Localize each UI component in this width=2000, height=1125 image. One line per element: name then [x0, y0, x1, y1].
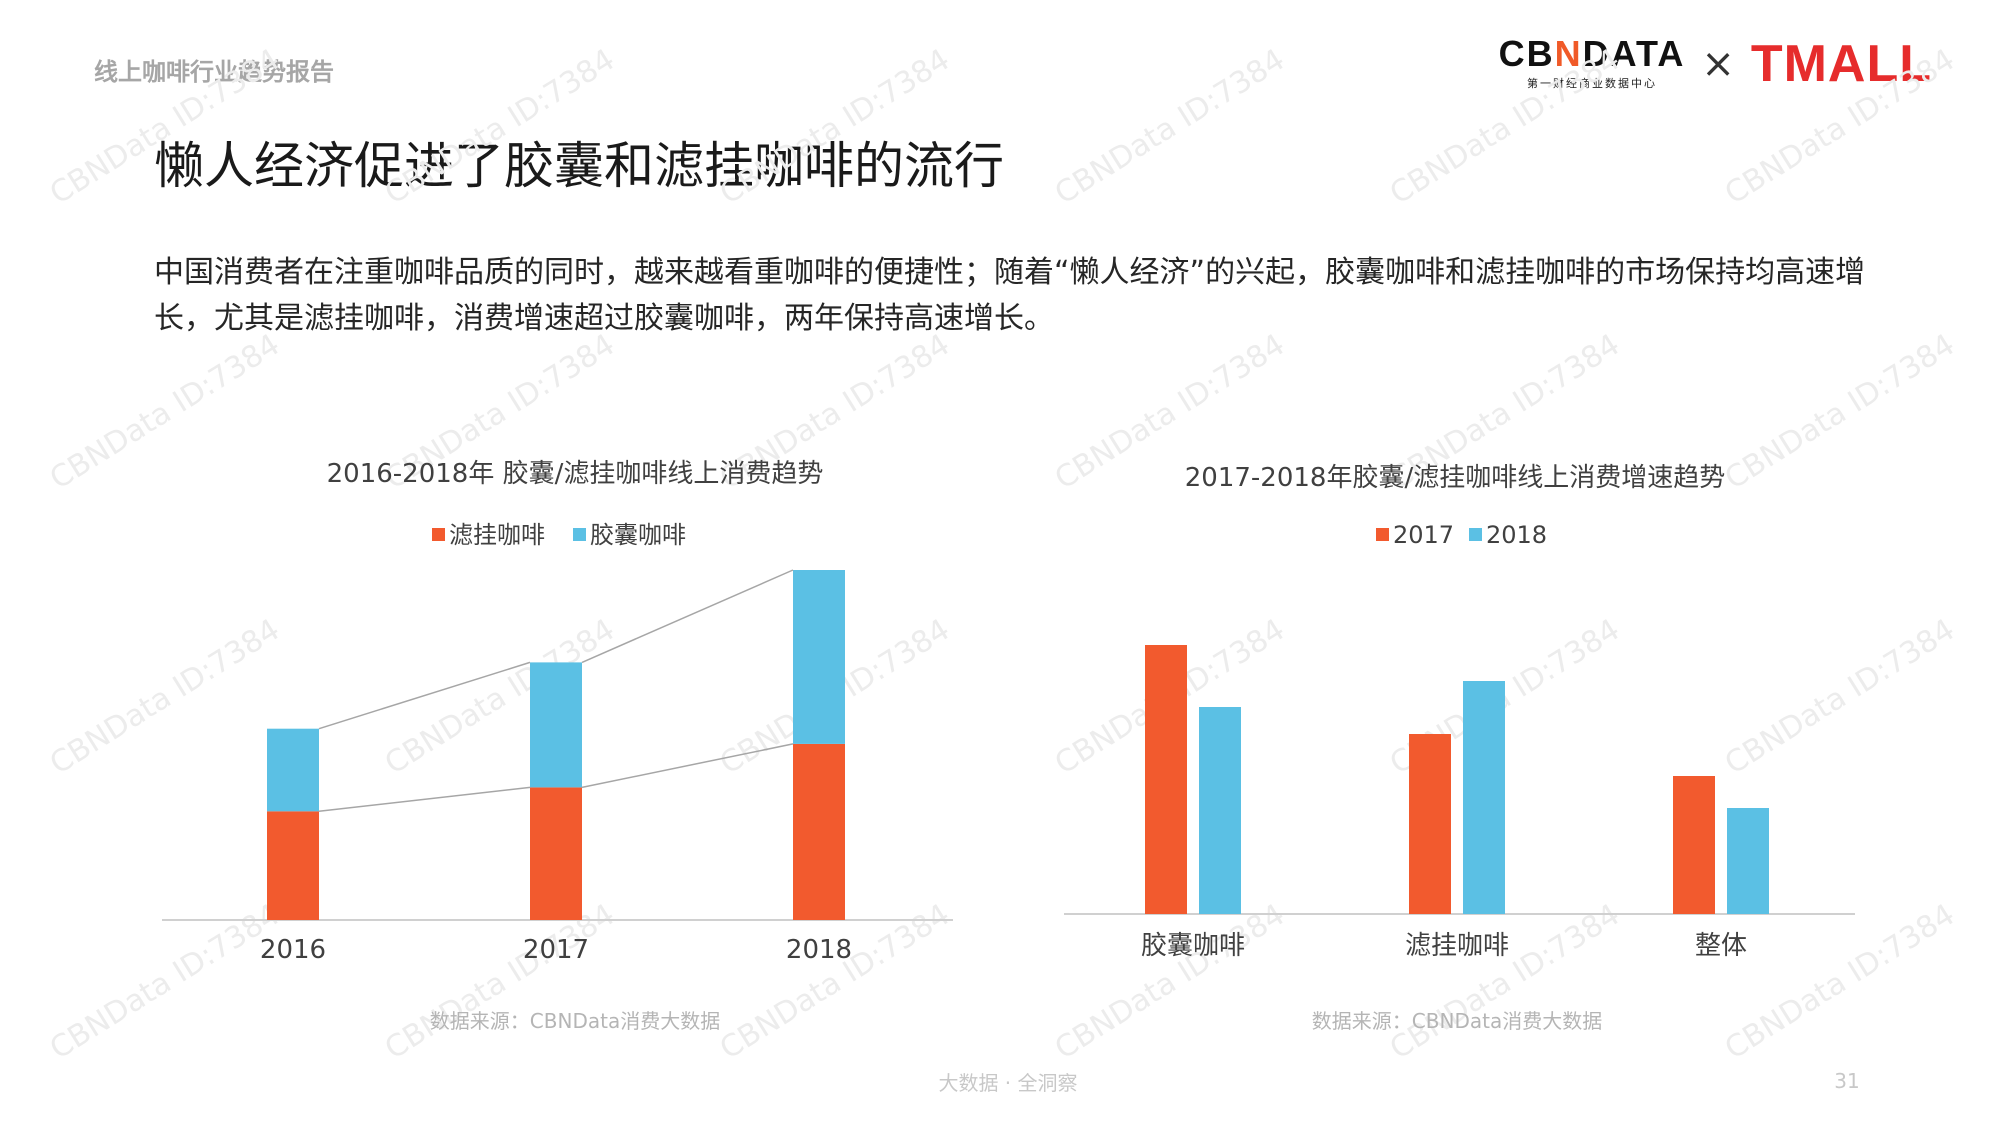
watermark-text: CBNData ID:7384	[1384, 897, 1626, 1066]
chart1-x-tick: 2016	[260, 935, 326, 965]
watermark-text: CBNData ID:7384	[1719, 42, 1961, 211]
watermark-text: CBNData ID:7384	[714, 42, 956, 211]
chart1-plot: 2016 2017 2018	[162, 569, 953, 965]
watermark-text: CBNData ID:7384	[1719, 612, 1961, 781]
chart1-bar-capsule	[793, 570, 845, 744]
cbndata-wordmark-part: DATA	[1582, 33, 1686, 74]
watermark-text: CBNData ID:7384	[44, 897, 286, 1066]
report-name: 线上咖啡行业趋势报告	[94, 58, 334, 86]
chart1-bar-capsule	[530, 662, 582, 788]
watermark-text: CBNData ID:7384	[379, 612, 621, 781]
chart2-source: 数据来源：CBNData消费大数据	[1312, 1009, 1602, 1033]
chart1-legend-swatch-capsule	[573, 528, 586, 541]
cbndata-subtitle: 第一财经商业数据中心	[1526, 77, 1657, 90]
chart1-bar-filter	[793, 743, 845, 920]
cross-icon: ×	[1701, 40, 1735, 87]
watermark-text: CBNData ID:7384	[44, 42, 286, 211]
tmall-logo: TMALL	[1750, 34, 1932, 93]
watermark-text: CBNData ID:7384	[379, 42, 621, 211]
chart2-bar-2017	[1673, 776, 1715, 914]
chart2-x-tick: 整体	[1695, 931, 1747, 961]
footer-slogan: 大数据 · 全洞察	[938, 1071, 1077, 1095]
watermark-text: CBNData ID:7384	[1719, 327, 1961, 496]
watermark-text: CBNData ID:7384	[44, 612, 286, 781]
chart1-bar-filter	[267, 811, 319, 920]
chart2-legend: 2017 2018	[1376, 521, 1547, 549]
cbndata-logo: CBNDATA 第一财经商业数据中心	[1499, 36, 1686, 91]
chart2-bar-2017	[1409, 734, 1451, 914]
chart1-connector-filter	[318, 786, 531, 813]
chart2-x-tick: 胶囊咖啡	[1141, 931, 1245, 961]
chart1-legend-filter: 滤挂咖啡	[449, 521, 545, 549]
watermark-text: CBNData ID:7384	[1049, 42, 1291, 211]
chart2-bar-2018	[1199, 707, 1241, 914]
chart2-bar-2017	[1145, 645, 1187, 914]
page-title: 懒人经济促进了胶囊和滤挂咖啡的流行	[154, 137, 1004, 195]
description: 中国消费者在注重咖啡品质的同时，越来越看重咖啡的便捷性；随着“懒人经济”的兴起，…	[154, 255, 1866, 336]
chart1-source: 数据来源：CBNData消费大数据	[430, 1009, 720, 1033]
page-number: 31	[1834, 1069, 1859, 1093]
chart1-title: 2016-2018年 胶囊/滤挂咖啡线上消费趋势	[327, 459, 824, 489]
chart2-legend-swatch-2018	[1469, 528, 1482, 541]
chart1-bar-filter	[530, 787, 582, 920]
chart2-legend-swatch-2017	[1376, 528, 1389, 541]
cbndata-wordmark-accent: N	[1554, 33, 1583, 74]
chart2-legend-2017: 2017	[1393, 521, 1454, 549]
watermark-text: CBNData ID:7384	[1384, 42, 1626, 211]
chart2-bar-2018	[1727, 808, 1769, 914]
chart2-title: 2017-2018年胶囊/滤挂咖啡线上消费增速趋势	[1185, 463, 1725, 493]
chart2-x-tick: 滤挂咖啡	[1405, 931, 1509, 961]
chart2-plot: 胶囊咖啡 滤挂咖啡 整体	[1064, 645, 1855, 961]
watermark-text: CBNData ID:7384	[1049, 897, 1291, 1066]
chart1-connector-filter	[581, 743, 794, 789]
watermark-text: CBNData ID:7384	[1719, 897, 1961, 1066]
chart1-legend: 滤挂咖啡 胶囊咖啡	[432, 521, 686, 549]
brand-logos: CBNDATA 第一财经商业数据中心 × TMALL	[1499, 36, 1932, 91]
watermark-text: CBNData ID:7384	[44, 327, 286, 496]
chart2-legend-2018: 2018	[1486, 521, 1547, 549]
chart1-legend-capsule: 胶囊咖啡	[590, 521, 686, 549]
chart1-x-tick: 2017	[523, 935, 589, 965]
cbndata-wordmark: CBNDATA	[1499, 36, 1686, 72]
chart1-connector-total	[318, 661, 531, 730]
chart2-bar-2018	[1463, 681, 1505, 914]
chart1-connector-total	[581, 569, 794, 664]
chart1-legend-swatch-filter	[432, 528, 445, 541]
chart1-bar-capsule	[267, 728, 319, 812]
watermark-text: CBNData ID:7384	[714, 897, 956, 1066]
watermark-text: CBNData ID:7384	[379, 897, 621, 1066]
cbndata-wordmark-part: CB	[1498, 33, 1555, 74]
chart1-x-tick: 2018	[786, 935, 852, 965]
